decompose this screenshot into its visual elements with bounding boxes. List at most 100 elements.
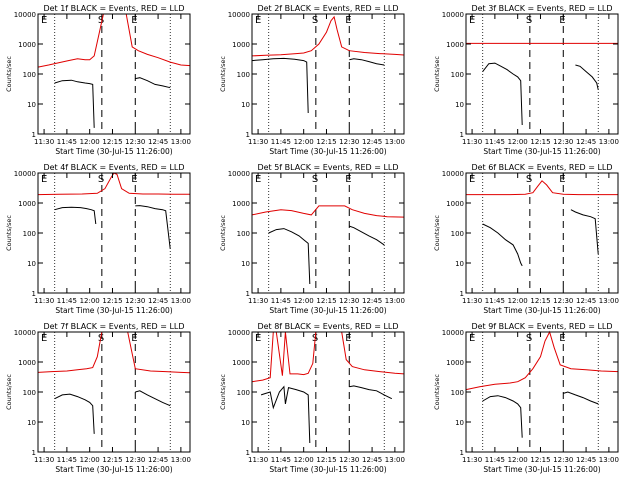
marker-label: E [41,333,47,344]
y-tick-label: 10000 [14,11,36,19]
x-tick-label: 12:30 [339,456,359,464]
x-tick-label: 11:45 [57,456,77,464]
marker-label: E [255,15,261,26]
y-tick-label: 10000 [14,170,36,178]
x-tick-label: 12:45 [576,456,596,464]
y-tick-label: 1000 [232,359,250,367]
chart-title: Det 2f BLACK = Events, RED = LLD [257,4,398,13]
marker-label: E [131,333,137,344]
x-axis-label: Start Time (30-Jul-15 11:26:00) [269,306,386,315]
marker-label: S [526,333,532,344]
y-axis-label: Counts/sec [219,374,227,410]
plot-frame [251,331,405,453]
y-tick-label: 1 [460,131,464,139]
plot-frame [37,13,191,135]
detector-chart-2: Det 2f BLACK = Events, RED = LLD E S E 1 10 10… [219,4,405,156]
y-axis-label: Counts/sec [5,215,13,251]
x-tick-label: 12:45 [148,456,168,464]
y-axis-label: Counts/sec [433,215,441,251]
y-tick-label: 100 [23,389,36,397]
x-axis-label: Start Time (30-Jul-15 11:26:00) [483,306,600,315]
x-tick-label: 12:00 [294,138,314,146]
y-tick-label: 10 [241,419,250,427]
marker-label: S [98,174,104,185]
x-tick-label: 11:30 [34,138,54,146]
x-tick-label: 13:00 [599,138,619,146]
marker-label: E [41,15,47,26]
x-tick-label: 11:30 [34,456,54,464]
x-tick-label: 12:30 [553,138,573,146]
series-line-events [135,390,171,407]
series-line-lld [251,331,405,383]
marker-label: E [345,174,351,185]
x-tick-label: 12:45 [362,297,382,305]
series-line-events [563,391,599,405]
x-tick-label: 11:30 [462,138,482,146]
y-tick-label: 1000 [232,41,250,49]
y-tick-label: 100 [451,230,464,238]
x-tick-label: 12:15 [316,456,336,464]
marker-label: E [559,333,565,344]
x-tick-label: 11:30 [248,456,268,464]
marker-label: E [255,333,261,344]
x-tick-label: 12:30 [339,297,359,305]
series-line-events [260,385,311,444]
x-tick-label: 12:15 [530,297,550,305]
marker-label: S [526,15,532,26]
marker-label: E [559,174,565,185]
x-tick-label: 12:45 [576,138,596,146]
x-tick-label: 13:00 [599,456,619,464]
y-tick-label: 1000 [232,200,250,208]
chart-title: Det 7f BLACK = Events, RED = LLD [43,322,184,331]
series-line-lld [251,205,405,218]
x-tick-label: 11:45 [57,138,77,146]
y-tick-label: 100 [237,230,250,238]
marker-label: S [526,174,532,185]
series-line-lld [37,172,190,196]
series-line-lld [466,180,618,196]
x-tick-label: 12:30 [125,456,145,464]
x-tick-label: 12:45 [362,456,382,464]
x-tick-label: 12:15 [316,297,336,305]
y-tick-label: 10 [455,419,464,427]
y-tick-label: 1000 [446,41,464,49]
marker-label: E [469,174,475,185]
x-tick-label: 11:30 [248,297,268,305]
detector-chart-9: Det 9f BLACK = Events, RED = LLD E S E 1 10 10… [433,322,619,474]
chart-title: Det 1f BLACK = Events, RED = LLD [43,4,184,13]
x-tick-label: 13:00 [385,456,405,464]
detector-chart-6: Det 6f BLACK = Events, RED = LLD E S E 1 10 10… [433,163,619,315]
x-tick-label: 12:15 [102,297,122,305]
x-axis-label: Start Time (30-Jul-15 11:26:00) [269,147,386,156]
series-line-events [251,57,309,114]
marker-label: E [469,333,475,344]
chart-title: Det 8f BLACK = Events, RED = LLD [257,322,398,331]
series-line-events [268,228,311,285]
marker-label: E [559,15,565,26]
x-tick-label: 12:30 [553,456,573,464]
x-tick-label: 11:30 [34,297,54,305]
x-tick-label: 12:30 [125,138,145,146]
y-tick-label: 10000 [442,11,464,19]
y-tick-label: 1 [32,449,36,457]
y-tick-label: 100 [23,71,36,79]
x-tick-label: 12:00 [508,456,528,464]
x-axis-label: Start Time (30-Jul-15 11:26:00) [269,465,386,474]
series-line-events [570,209,599,255]
series-line-events [482,395,523,438]
x-tick-label: 11:30 [248,138,268,146]
x-tick-label: 11:45 [271,138,291,146]
series-line-events [54,393,95,434]
x-tick-label: 12:00 [508,297,528,305]
series-line-events [349,225,385,246]
y-tick-label: 1000 [446,359,464,367]
y-axis-label: Counts/sec [5,374,13,410]
series-line-lld [465,330,619,391]
x-tick-label: 13:00 [171,456,191,464]
x-tick-label: 12:30 [553,297,573,305]
y-tick-label: 1 [32,290,36,298]
chart-title: Det 3f BLACK = Events, RED = LLD [471,4,612,13]
chart-title: Det 9f BLACK = Events, RED = LLD [471,322,612,331]
